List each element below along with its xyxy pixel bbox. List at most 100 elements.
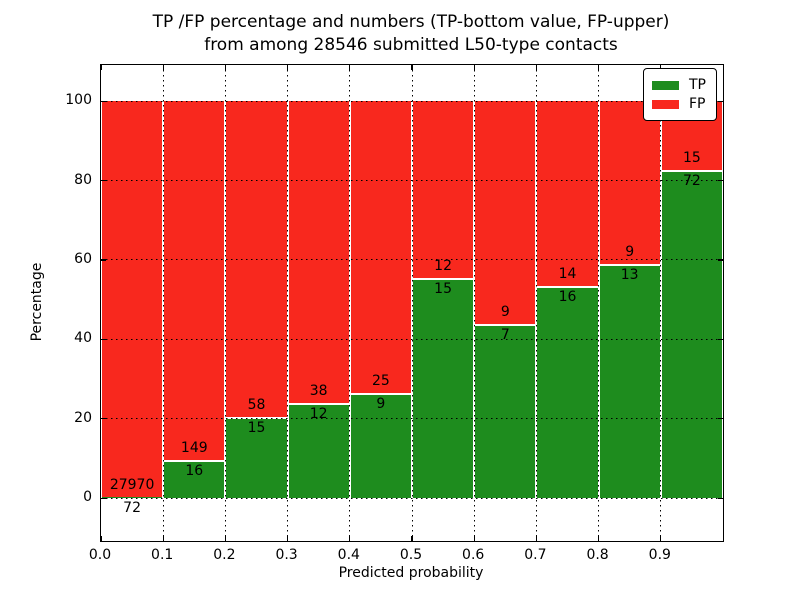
x-tick-top bbox=[473, 65, 475, 70]
y-tick-left bbox=[101, 497, 106, 499]
tp-bar-segment bbox=[475, 324, 536, 499]
x-tick-label: 0.4 bbox=[337, 547, 360, 563]
x-axis-label: Predicted probability bbox=[338, 565, 484, 581]
fp-bar-segment bbox=[102, 101, 163, 498]
tp-bar-segment bbox=[537, 286, 598, 499]
fp-count-label: 25 bbox=[371, 373, 390, 390]
fp-bar-segment bbox=[350, 101, 411, 394]
tp-bar-segment bbox=[413, 277, 474, 499]
tp-bar-segment bbox=[164, 459, 225, 499]
x-tick-label: 0.5 bbox=[399, 547, 423, 563]
v-gridline bbox=[660, 65, 662, 541]
y-tick-right bbox=[718, 259, 723, 261]
fp-bar-segment bbox=[164, 101, 225, 460]
x-tick-bottom bbox=[100, 536, 102, 541]
x-tick-top bbox=[535, 65, 538, 70]
v-gridline bbox=[287, 65, 289, 541]
tp-count-label: 9 bbox=[376, 396, 386, 413]
y-tick-left bbox=[101, 179, 106, 182]
y-tick-right bbox=[718, 179, 723, 182]
bar-bin-0.4 bbox=[350, 101, 411, 499]
y-tick-right bbox=[718, 100, 723, 102]
tp-legend-label: TP bbox=[689, 77, 706, 93]
x-tick-bottom bbox=[535, 536, 538, 541]
x-tick-top bbox=[100, 65, 102, 70]
y-tick-label: 40 bbox=[74, 330, 92, 347]
v-gridline bbox=[473, 65, 475, 541]
v-gridline bbox=[535, 65, 537, 541]
tp-count-label: 16 bbox=[558, 289, 577, 306]
y-tick-left bbox=[101, 418, 106, 420]
y-tick-right bbox=[718, 497, 723, 499]
x-tick-top bbox=[162, 65, 164, 70]
tp-count-label: 15 bbox=[434, 280, 452, 297]
bar-bin-0.1 bbox=[164, 101, 225, 499]
x-tick-top bbox=[598, 65, 600, 70]
tp-count-label: 12 bbox=[309, 405, 328, 422]
legend-entry-fp: FP bbox=[652, 96, 706, 112]
tp-count-label: 7 bbox=[500, 327, 510, 344]
fp-count-label: 14 bbox=[558, 266, 577, 283]
x-tick-bottom bbox=[224, 536, 227, 541]
bar-bin-0.6 bbox=[475, 101, 536, 499]
legend: TP FP bbox=[643, 68, 717, 121]
x-tick-bottom bbox=[473, 536, 475, 541]
chart-title: TP /FP percentage and numbers (TP-bottom… bbox=[100, 11, 722, 57]
y-tick-label: 20 bbox=[74, 409, 92, 426]
tp-count-label: 72 bbox=[682, 172, 701, 189]
tp-count-label: 13 bbox=[620, 266, 639, 283]
fp-count-label: 27970 bbox=[109, 477, 155, 494]
fp-bar-segment bbox=[475, 101, 536, 325]
y-tick-label: 0 bbox=[83, 489, 92, 506]
tp-count-label: 16 bbox=[185, 462, 204, 479]
tp-legend-swatch bbox=[652, 80, 679, 90]
tp-bar-segment bbox=[350, 393, 411, 499]
fp-count-label: 15 bbox=[682, 149, 701, 166]
tp-bar-segment bbox=[661, 169, 722, 499]
legend-entry-tp: TP bbox=[652, 77, 706, 93]
v-gridline bbox=[349, 65, 351, 541]
bar-bin-0.0 bbox=[102, 101, 163, 499]
bar-bin-0.5 bbox=[413, 101, 474, 499]
tp-bar-segment bbox=[599, 263, 660, 499]
fp-bar-segment bbox=[413, 101, 474, 278]
x-tick-bottom bbox=[411, 536, 413, 541]
fp-count-label: 58 bbox=[247, 396, 266, 413]
fp-count-label: 12 bbox=[434, 257, 452, 274]
x-tick-label: 0.6 bbox=[462, 547, 485, 563]
y-tick-label: 80 bbox=[74, 171, 92, 188]
chart-title-line2: from among 28546 submitted L50-type cont… bbox=[204, 35, 618, 55]
fp-bar-segment bbox=[537, 101, 598, 287]
x-tick-top bbox=[287, 65, 289, 70]
x-tick-bottom bbox=[660, 536, 662, 541]
y-tick-label: 100 bbox=[65, 92, 92, 109]
v-gridline bbox=[411, 65, 413, 541]
y-tick-left bbox=[101, 100, 106, 102]
v-gridline bbox=[598, 65, 600, 541]
tp-bar-segment bbox=[226, 416, 287, 499]
y-tick-right bbox=[718, 418, 723, 420]
y-axis-label: Percentage bbox=[29, 262, 45, 342]
plot-area: 27970 72 149 16 58 15 38 12 25 9 12 15 9 7 14 16 9 13 15 72… bbox=[100, 64, 724, 542]
fp-bar-segment bbox=[226, 101, 287, 417]
y-tick-label: 60 bbox=[74, 250, 92, 267]
x-tick-bottom bbox=[349, 536, 351, 541]
y-tick-left bbox=[101, 259, 106, 261]
x-tick-top bbox=[349, 65, 351, 70]
x-tick-bottom bbox=[287, 536, 289, 541]
bar-bin-0.3 bbox=[288, 101, 349, 499]
x-tick-bottom bbox=[162, 536, 164, 541]
bar-bin-0.8 bbox=[599, 101, 660, 499]
chart-title-line1: TP /FP percentage and numbers (TP-bottom… bbox=[152, 12, 670, 32]
y-tick-right bbox=[718, 338, 723, 341]
bar-bin-0.7 bbox=[537, 101, 598, 499]
tp-count-label: 15 bbox=[247, 419, 266, 436]
tp-bar-segment bbox=[102, 497, 163, 499]
fp-count-label: 38 bbox=[309, 382, 328, 399]
x-tick-top bbox=[224, 65, 227, 70]
x-tick-top bbox=[660, 65, 662, 70]
fp-legend-label: FP bbox=[689, 96, 706, 112]
y-tick-left bbox=[101, 338, 106, 341]
x-tick-bottom bbox=[598, 536, 600, 541]
